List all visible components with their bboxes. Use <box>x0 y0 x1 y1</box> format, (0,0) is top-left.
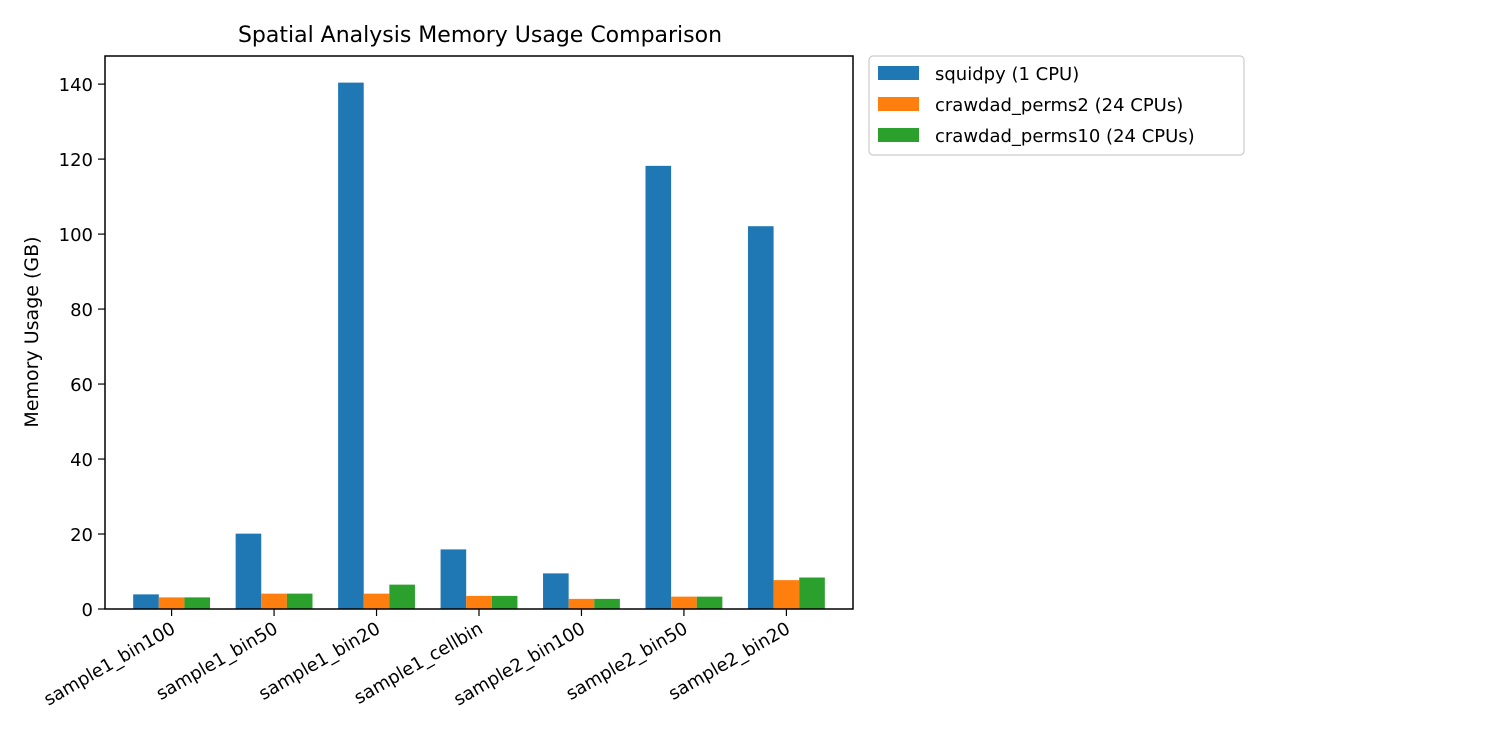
bar-sample2_bin100-series-1 <box>568 598 595 609</box>
bar-sample2_bin20-series-2 <box>799 577 825 609</box>
bar-sample2_bin50-series-1 <box>671 596 697 609</box>
legend-swatch <box>878 128 919 142</box>
legend-label: squidpy (1 CPU) <box>935 64 1079 85</box>
bar-sample1_bin50-series-0 <box>235 533 262 609</box>
bar-sample1_bin100-series-0 <box>133 594 159 609</box>
y-tick-label: 140 <box>59 75 93 96</box>
bar-sample2_bin20-series-1 <box>773 580 800 609</box>
legend-box <box>868 55 1245 156</box>
plot-frame <box>104 55 854 610</box>
legend-swatch <box>878 97 919 111</box>
legend-label: crawdad_perms10 (24 CPUs) <box>935 126 1195 147</box>
bar-sample1_cellbin-series-0 <box>440 549 467 609</box>
bar-sample2_bin100-series-2 <box>594 598 620 609</box>
bar-sample1_bin50-series-1 <box>261 593 287 609</box>
bar-sample2_bin50-series-0 <box>645 165 672 609</box>
y-tick-label: 120 <box>59 150 93 171</box>
bar-sample1_cellbin-series-2 <box>491 595 518 609</box>
legend-swatch <box>878 66 919 80</box>
y-tick-label: 60 <box>70 375 93 396</box>
bar-sample1_bin20-series-2 <box>389 584 415 609</box>
y-tick-label: 40 <box>70 450 93 471</box>
y-axis-ticks: 0 20 40 60 80 100 120 140 <box>59 75 105 621</box>
bar-sample1_cellbin-series-1 <box>466 595 492 609</box>
y-tick-label: 100 <box>59 225 93 246</box>
bar-sample2_bin100-series-0 <box>543 573 569 609</box>
bars-layer <box>133 82 825 610</box>
x-axis-ticks: sample1_bin100sample1_bin50sample1_bin20… <box>40 609 794 710</box>
bar-sample2_bin20-series-0 <box>747 226 774 609</box>
y-tick-label: 0 <box>82 600 93 621</box>
legend: squidpy (1 CPU) crawdad_perms2 (24 CPUs) c… <box>868 55 1245 156</box>
bar-sample1_bin100-series-2 <box>184 597 211 609</box>
y-tick-label: 80 <box>70 300 93 321</box>
bar-sample2_bin50-series-2 <box>696 596 723 609</box>
y-tick-label: 20 <box>70 525 93 546</box>
bar-sample1_bin50-series-2 <box>286 593 313 609</box>
legend-label: crawdad_perms2 (24 CPUs) <box>935 95 1183 116</box>
y-axis-label: Memory Usage (GB) <box>21 236 43 427</box>
chart-title: Spatial Analysis Memory Usage Comparison <box>238 23 722 48</box>
bar-sample1_bin20-series-0 <box>338 82 364 610</box>
bar-sample1_bin20-series-1 <box>363 593 390 609</box>
bar-sample1_bin100-series-1 <box>158 597 185 609</box>
legend-items: squidpy (1 CPU) crawdad_perms2 (24 CPUs) c… <box>878 64 1195 147</box>
